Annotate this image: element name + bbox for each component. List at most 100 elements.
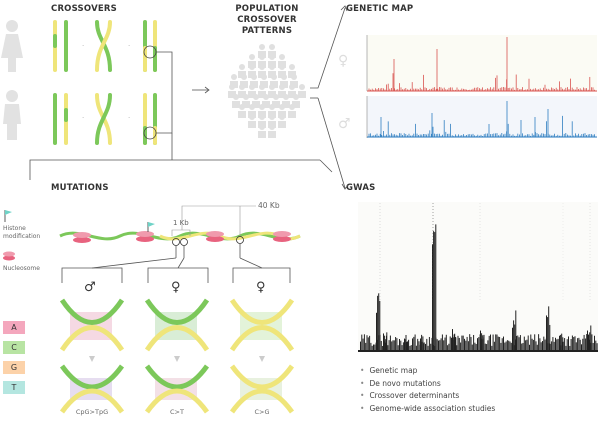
gwas-point-column bbox=[402, 342, 404, 350]
gwas-point-column bbox=[509, 341, 511, 350]
gwas-point-column bbox=[462, 335, 464, 350]
40kb-label: 40 Kb bbox=[258, 201, 280, 210]
gwas-point-column bbox=[592, 342, 594, 350]
nucleosome-label: Nucleosome bbox=[3, 265, 40, 272]
gwas-point-column bbox=[457, 335, 459, 350]
gwas-point-column bbox=[519, 335, 521, 350]
gwas-point-column bbox=[393, 340, 395, 350]
gwas-point-column bbox=[568, 336, 569, 350]
dna-helix-top-2 bbox=[144, 298, 210, 352]
gwas-point-column bbox=[396, 338, 398, 350]
gwas-point-column bbox=[555, 337, 556, 350]
gwas-point-column bbox=[438, 340, 439, 350]
to-gwas-line bbox=[317, 97, 346, 189]
gwas-point-column bbox=[470, 336, 472, 350]
gwas-point-column bbox=[491, 345, 493, 350]
mutations-bracket-line bbox=[29, 159, 320, 180]
gwas-point-column bbox=[493, 341, 495, 350]
gwas-point-column bbox=[366, 335, 368, 350]
gwas-point-column bbox=[521, 343, 523, 350]
gwas-peak bbox=[452, 329, 453, 350]
population-crowd-icon bbox=[228, 44, 306, 138]
gwas-plot bbox=[358, 202, 598, 352]
gwas-point-column bbox=[362, 338, 364, 350]
gwas-point-column bbox=[469, 334, 471, 350]
gwas-peak bbox=[386, 332, 388, 350]
gwas-peak bbox=[483, 337, 485, 350]
male-symbol-icon: ♂ bbox=[338, 116, 351, 132]
gwas-point-column bbox=[439, 340, 441, 350]
chromosome-pair-female-result bbox=[143, 20, 157, 72]
gwas-point-column bbox=[534, 334, 536, 350]
gwas-point-column bbox=[425, 343, 426, 350]
gwas-peak bbox=[432, 244, 433, 350]
gwas-point-column bbox=[486, 344, 488, 350]
gwas-point-column bbox=[553, 341, 555, 350]
histone-label: Histone modification bbox=[3, 225, 40, 241]
gwas-point-column bbox=[529, 344, 530, 350]
gwas-point-column bbox=[369, 335, 371, 350]
gwas-point-column bbox=[540, 342, 542, 350]
mutation-type-cpg: CpG>TpG bbox=[75, 408, 109, 416]
histone-label-line2: modification bbox=[3, 233, 41, 240]
histone-flag-icon bbox=[4, 210, 12, 222]
gwas-peak bbox=[385, 339, 387, 350]
gwas-point-column bbox=[391, 341, 393, 350]
gwas-point-column bbox=[399, 339, 400, 350]
gwas-point-column bbox=[573, 337, 575, 350]
gwas-point-column bbox=[596, 343, 598, 350]
mutation-type-c-t: C>T bbox=[170, 408, 184, 416]
gwas-point-column bbox=[380, 340, 382, 350]
gwas-point-column bbox=[444, 337, 446, 350]
gwas-point-column bbox=[389, 335, 391, 350]
gwas-point-column bbox=[490, 334, 491, 350]
chromosome-crossing-female bbox=[95, 20, 112, 72]
gwas-peak bbox=[549, 324, 551, 350]
dna-helix-top-1 bbox=[59, 298, 125, 352]
gwas-peak bbox=[548, 306, 550, 350]
gwas-point-column bbox=[371, 345, 373, 350]
gwas-point-column bbox=[535, 341, 537, 350]
arrow-dot: · bbox=[82, 42, 84, 50]
mutation-tree-lines bbox=[61, 244, 291, 283]
gwas-peak bbox=[420, 338, 421, 350]
gwas-point-column bbox=[363, 334, 365, 350]
chromosome-crossing-male bbox=[95, 93, 112, 145]
gwas-point-column bbox=[464, 338, 465, 350]
gwas-point-column bbox=[539, 338, 541, 350]
gwas-peak bbox=[512, 327, 513, 350]
gwas-point-column bbox=[526, 339, 528, 350]
gwas-peak bbox=[404, 338, 405, 350]
gwas-peak bbox=[421, 341, 423, 350]
gwas-point-column bbox=[566, 339, 568, 350]
gwas-peak bbox=[434, 232, 436, 350]
mutation-type-c-g: C>G bbox=[254, 408, 270, 416]
gwas-point-column bbox=[458, 337, 460, 350]
gwas-peak bbox=[562, 337, 564, 350]
gwas-point-column bbox=[461, 335, 463, 350]
gwas-point-column bbox=[579, 339, 581, 350]
gwas-point-column bbox=[367, 337, 369, 350]
dna-helix-bottom-2 bbox=[144, 364, 210, 414]
male-symbol-mutation: ♂ bbox=[84, 280, 96, 295]
gwas-point-column bbox=[495, 334, 497, 350]
male-genetic-map-plot: ♂ bbox=[338, 96, 597, 138]
gwas-point-column bbox=[510, 342, 512, 350]
gwas-point-column bbox=[427, 345, 429, 350]
arrow-dot: · bbox=[128, 42, 130, 50]
gwas-peak bbox=[547, 317, 549, 350]
histone-label-line1: Histone bbox=[3, 225, 26, 232]
gwas-point-column bbox=[499, 336, 501, 350]
1kb-bracket bbox=[171, 229, 191, 236]
gwas-point-column bbox=[569, 345, 571, 350]
gwas-peak bbox=[480, 330, 481, 350]
gwas-point-column bbox=[360, 341, 361, 350]
gwas-peak bbox=[455, 337, 457, 350]
gwas-point-column bbox=[477, 338, 478, 350]
summary-item: Genetic map bbox=[360, 366, 495, 375]
gwas-point-column bbox=[374, 344, 376, 350]
svg-text:·: · bbox=[82, 114, 84, 122]
nucleosome-icon bbox=[3, 251, 15, 261]
gwas-point-column bbox=[408, 339, 410, 350]
gwas-point-column bbox=[527, 335, 529, 350]
